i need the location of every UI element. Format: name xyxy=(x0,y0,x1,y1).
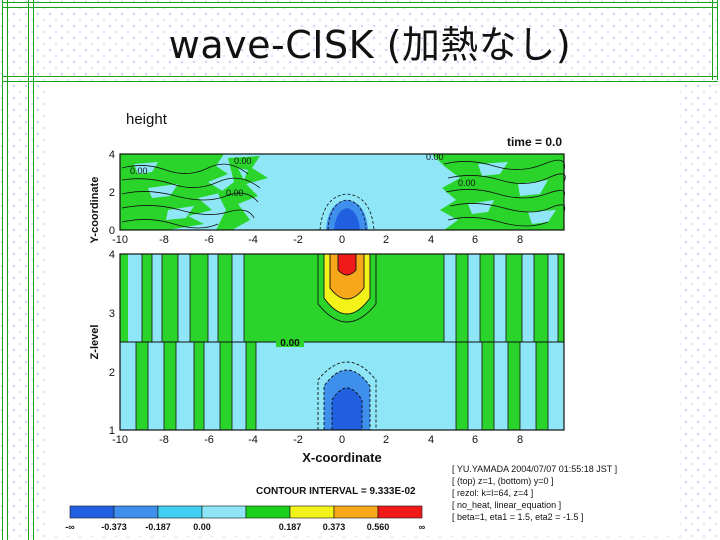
bottom-panel-high-anomaly xyxy=(317,254,377,323)
top-panel-frame xyxy=(119,153,565,231)
xtick-label: -6 xyxy=(204,234,214,246)
time-label: time = 0.0 xyxy=(507,135,562,149)
ytick-label: 4 xyxy=(109,249,115,261)
ytick-label: 4 xyxy=(109,149,115,161)
slide-frame-left-outer xyxy=(2,0,8,540)
contour-figure-svg: height time = 0.0 0.00 0.00 0.00 0.00 0.… xyxy=(65,111,617,532)
info-line: [ (top) z=1, (bottom) y=0 ] xyxy=(452,476,554,486)
xtick-label: -8 xyxy=(159,434,169,446)
top-panel-xticks: -10 -8 -6 -4 -2 0 2 4 6 8 xyxy=(112,234,523,246)
slide-frame-left-inner xyxy=(28,0,34,540)
bottom-panel-frame xyxy=(119,253,565,431)
slide-frame-top xyxy=(2,2,718,8)
info-box: [ YU.YAMADA 2004/07/07 01:55:18 JST ] [ … xyxy=(452,464,617,522)
xtick-label: -8 xyxy=(159,234,169,246)
ytick-label: 2 xyxy=(109,187,115,199)
xtick-label: 0 xyxy=(339,234,345,246)
top-contour-label: 0.00 xyxy=(226,188,244,198)
xtick-label: -6 xyxy=(204,434,214,446)
xtick-label: -4 xyxy=(248,234,258,246)
xtick-label: 8 xyxy=(517,434,523,446)
bottom-panel-right-stripes xyxy=(444,254,558,430)
colorbar-swatch xyxy=(289,505,335,519)
ytick-label: 1 xyxy=(109,425,115,437)
top-panel xyxy=(119,153,566,231)
bottom-panel-yticks: 1 2 3 4 xyxy=(109,249,115,437)
xtick-label: 4 xyxy=(428,434,434,446)
variable-label: height xyxy=(126,111,168,128)
xtick-label: 2 xyxy=(383,234,389,246)
colorbar-swatch xyxy=(157,505,203,519)
contour-figure: height time = 0.0 0.00 0.00 0.00 0.00 0.… xyxy=(48,84,680,536)
bottom-panel-low-anomaly xyxy=(317,361,377,430)
xtick-label: 4 xyxy=(428,234,434,246)
colorbar-label: -0.373 xyxy=(101,522,127,532)
xtick-label: -4 xyxy=(248,434,258,446)
info-line: [ no_heat, linear_equation ] xyxy=(452,500,561,510)
xtick-label: 0 xyxy=(339,434,345,446)
ytick-label: 3 xyxy=(109,308,115,320)
colorbar-swatch xyxy=(333,505,379,519)
colorbar-label: -0.187 xyxy=(145,522,171,532)
colorbar-swatch xyxy=(245,505,291,519)
xtick-label: -10 xyxy=(112,234,128,246)
top-contour-label: 0.00 xyxy=(130,166,148,176)
bottom-panel-left-stripes xyxy=(128,254,256,430)
xtick-label: -10 xyxy=(112,434,128,446)
colorbar-label: ∞ xyxy=(419,522,426,532)
info-line: [ YU.YAMADA 2004/07/07 01:55:18 JST ] xyxy=(452,464,617,474)
top-panel-right-noise xyxy=(432,154,564,230)
xtick-label: -2 xyxy=(293,234,303,246)
info-line: [ beta=1, eta1 = 1.5, eta2 = -1.5 ] xyxy=(452,512,583,522)
xtick-label: 6 xyxy=(472,434,478,446)
colorbar-labels: -∞ -0.373 -0.187 0.00 0.187 0.373 0.560 … xyxy=(65,522,426,532)
contour-interval-label: CONTOUR INTERVAL = 9.333E-02 xyxy=(256,486,416,497)
colorbar-label: 0.187 xyxy=(279,522,302,532)
colorbar-swatch xyxy=(113,505,159,519)
colorbar-swatch xyxy=(377,505,423,519)
info-line: [ rezol: k=l=64, z=4 ] xyxy=(452,488,533,498)
top-panel-contour-lines xyxy=(121,159,566,229)
colorbar-swatch xyxy=(201,505,247,519)
colorbar xyxy=(69,505,423,519)
slide-title: wave-CISK (加熱なし) xyxy=(168,23,572,67)
slide-frame-right xyxy=(712,0,718,80)
slide-frame-title-divider xyxy=(2,76,718,82)
top-contour-label: 0.00 xyxy=(426,152,444,162)
top-contour-label: 0.00 xyxy=(458,178,476,188)
ytick-label: 0 xyxy=(109,225,115,237)
bottom-panel-xticks: -10 -8 -6 -4 -2 0 2 4 6 8 xyxy=(112,434,523,446)
xtick-label: 2 xyxy=(383,434,389,446)
xtick-label: 6 xyxy=(472,234,478,246)
bottom-panel-stripe-contours xyxy=(135,254,559,430)
center-contour-label: 0.00 xyxy=(280,338,300,349)
colorbar-swatch xyxy=(69,505,115,519)
bottom-panel xyxy=(119,253,565,431)
colorbar-label: 0.560 xyxy=(367,522,390,532)
colorbar-label: -∞ xyxy=(65,522,75,532)
bottom-panel-xlabel: X-coordinate xyxy=(302,450,381,465)
center-label-bg xyxy=(276,337,304,347)
xtick-label: -2 xyxy=(293,434,303,446)
ytick-label: 2 xyxy=(109,367,115,379)
xtick-label: 8 xyxy=(517,234,523,246)
top-panel-ylabel: Y-coordinate xyxy=(89,177,101,244)
colorbar-label: 0.373 xyxy=(323,522,346,532)
top-contour-label: 0.00 xyxy=(234,156,252,166)
top-panel-central-low xyxy=(319,193,375,231)
bottom-panel-ylabel: Z-level xyxy=(89,325,101,360)
top-panel-yticks: 0 2 4 xyxy=(109,149,115,237)
colorbar-label: 0.00 xyxy=(193,522,211,532)
